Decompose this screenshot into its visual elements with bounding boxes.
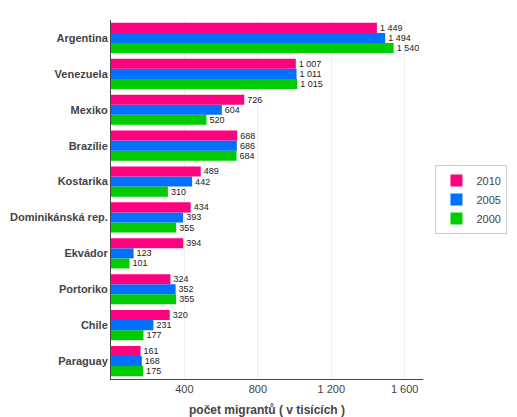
svg-text:1 011: 1 011 [300, 69, 322, 79]
svg-text:177: 177 [146, 330, 161, 340]
svg-text:Mexiko: Mexiko [71, 104, 109, 116]
svg-text:520: 520 [209, 115, 224, 125]
svg-text:1 449: 1 449 [380, 23, 403, 33]
svg-text:686: 686 [240, 141, 255, 151]
svg-text:604: 604 [225, 105, 240, 115]
svg-text:Chile: Chile [81, 319, 108, 331]
svg-text:Portoriko: Portoriko [59, 283, 108, 295]
svg-text:101: 101 [133, 258, 148, 268]
svg-text:Argentina: Argentina [56, 32, 108, 44]
svg-text:442: 442 [195, 177, 210, 187]
svg-text:800: 800 [249, 383, 267, 395]
svg-text:310: 310 [171, 187, 186, 197]
svg-text:320: 320 [173, 310, 188, 320]
svg-text:684: 684 [240, 151, 255, 161]
svg-text:Paraguay: Paraguay [58, 355, 108, 367]
svg-text:489: 489 [204, 166, 219, 176]
svg-text:1 494: 1 494 [388, 33, 411, 43]
svg-text:352: 352 [179, 284, 194, 294]
svg-text:161: 161 [144, 346, 159, 356]
svg-text:1 540: 1 540 [397, 43, 420, 53]
svg-text:393: 393 [186, 212, 201, 222]
svg-text:Kostarika: Kostarika [58, 175, 109, 187]
svg-text:355: 355 [179, 294, 194, 304]
svg-text:688: 688 [240, 131, 255, 141]
svg-text:Brazílie: Brazílie [69, 140, 108, 152]
svg-text:355: 355 [179, 223, 194, 233]
svg-text:400: 400 [175, 383, 193, 395]
svg-text:324: 324 [173, 274, 188, 284]
svg-text:2005: 2005 [476, 194, 500, 206]
svg-text:394: 394 [186, 238, 201, 248]
svg-text:123: 123 [137, 248, 152, 258]
svg-text:1 007: 1 007 [299, 59, 322, 69]
svg-text:1 015: 1 015 [300, 79, 323, 89]
svg-text:Dominikánská rep.: Dominikánská rep. [10, 211, 108, 223]
svg-text:168: 168 [145, 356, 160, 366]
svg-text:počet migrantů ( v tisících ): počet migrantů ( v tisících ) [189, 403, 345, 417]
svg-text:231: 231 [156, 320, 171, 330]
svg-text:175: 175 [146, 366, 161, 376]
svg-text:1 200: 1 200 [317, 383, 345, 395]
svg-text:Ekvádor: Ekvádor [64, 247, 108, 259]
svg-text:726: 726 [247, 95, 262, 105]
svg-text:1 600: 1 600 [391, 383, 419, 395]
svg-text:2010: 2010 [476, 175, 500, 187]
svg-text:Venezuela: Venezuela [55, 68, 109, 80]
svg-text:2000: 2000 [476, 213, 500, 225]
svg-text:434: 434 [194, 202, 209, 212]
